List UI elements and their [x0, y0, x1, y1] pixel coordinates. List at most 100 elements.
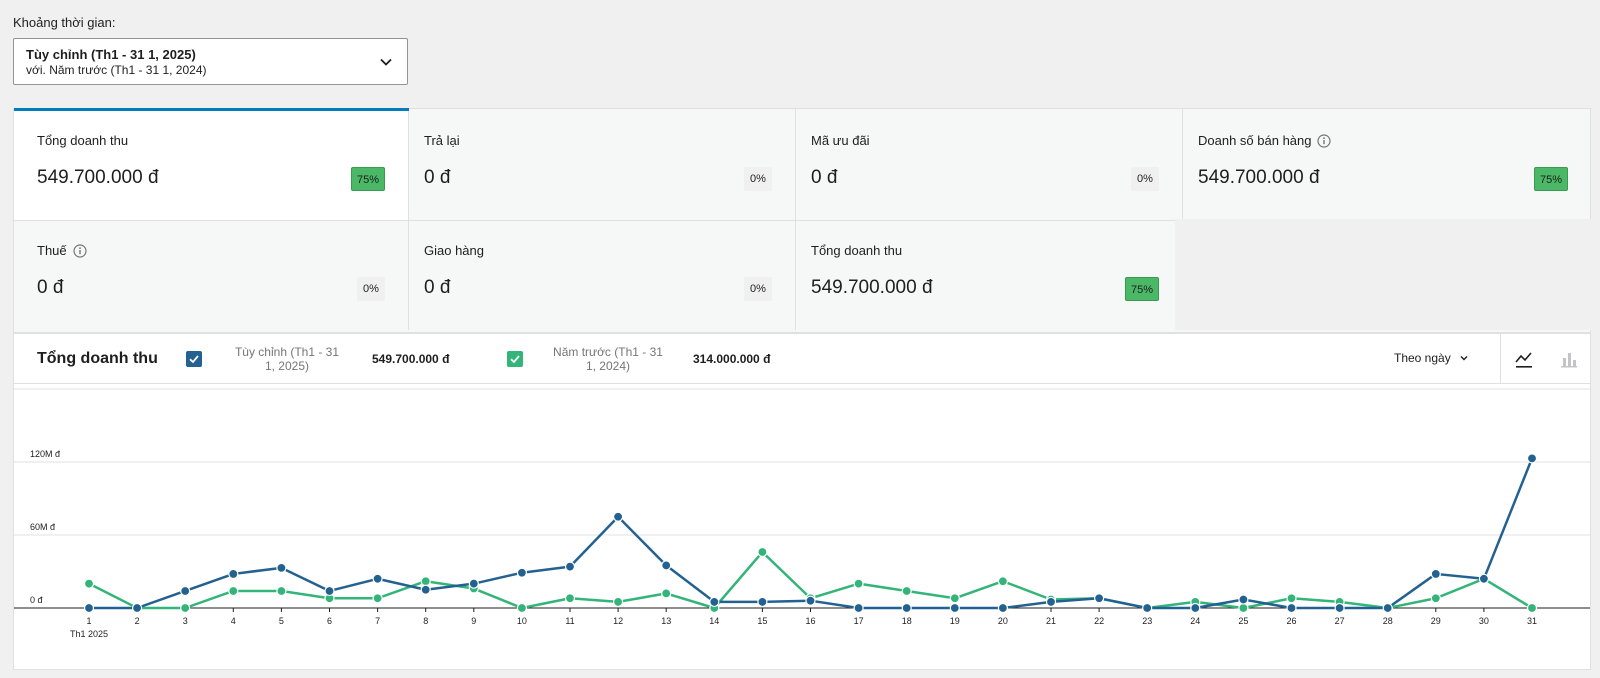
- x-period-label: Th1 2025: [70, 629, 108, 639]
- x-tick-label: 27: [1335, 616, 1345, 626]
- tile-net-sales[interactable]: Doanh số bán hàng 549.700.000 đ 75%: [1175, 109, 1591, 221]
- tile-value: 0 đ: [37, 277, 64, 298]
- data-point-current: [564, 561, 576, 572]
- date-range-dropdown[interactable]: Tùy chỉnh (Th1 - 31 1, 2025) với. Năm tr…: [13, 38, 408, 85]
- summary-tiles: Tổng doanh thu 549.700.000 đ 75% Trả lại…: [13, 108, 1591, 333]
- chevron-down-icon: [380, 58, 392, 66]
- tile-value: 549.700.000 đ: [37, 167, 159, 188]
- y-tick-label: 180M đ: [30, 384, 60, 386]
- x-tick-label: 24: [1190, 616, 1200, 626]
- x-tick-label: 16: [805, 616, 815, 626]
- tile-total-sales[interactable]: Tổng doanh thu 549.700.000 đ 75%: [14, 108, 409, 221]
- legend-checkbox[interactable]: [186, 351, 202, 367]
- data-point-current: [1190, 602, 1201, 614]
- x-tick-label: 8: [423, 616, 428, 626]
- interval-dropdown[interactable]: Theo ngày: [1394, 351, 1469, 365]
- info-icon[interactable]: [73, 243, 87, 258]
- tile-empty: [1175, 219, 1591, 330]
- y-tick-label: 0 đ: [30, 595, 43, 605]
- data-point-current: [180, 585, 191, 597]
- date-range-main: Tùy chỉnh (Th1 - 31 1, 2025): [26, 47, 196, 62]
- y-tick-label: 120M đ: [30, 449, 60, 459]
- delta-badge: 75%: [350, 167, 385, 191]
- legend-item-current[interactable]: Tùy chỉnh (Th1 - 31 1, 2025) 549.700.000…: [186, 345, 449, 373]
- x-tick-label: 12: [613, 616, 623, 626]
- x-tick-label: 17: [854, 616, 864, 626]
- x-tick-label: 10: [517, 616, 527, 626]
- y-tick-label: 60M đ: [30, 522, 55, 532]
- bar-chart-button[interactable]: [1557, 347, 1581, 371]
- period-label: Khoảng thời gian:: [13, 15, 116, 30]
- x-tick-label: 21: [1046, 616, 1056, 626]
- tile-value: 0 đ: [424, 277, 451, 298]
- data-point-previous: [1286, 593, 1297, 604]
- x-tick-label: 20: [998, 616, 1008, 626]
- data-point-current: [1093, 593, 1105, 604]
- data-point-previous: [949, 593, 960, 604]
- data-point-previous: [180, 602, 191, 614]
- data-point-previous: [661, 588, 672, 599]
- x-tick-label: 1: [86, 616, 91, 626]
- x-tick-label: 15: [757, 616, 767, 626]
- info-icon[interactable]: [1317, 133, 1332, 148]
- x-tick-label: 2: [135, 616, 140, 626]
- data-point-current: [853, 602, 864, 614]
- tile-label: Giao hàng: [424, 243, 484, 258]
- data-point-previous: [276, 585, 287, 597]
- tile-label: Tổng doanh thu: [37, 133, 129, 148]
- x-tick-label: 13: [661, 616, 671, 626]
- tile-gross-sales[interactable]: Tổng doanh thu 549.700.000 đ 75%: [788, 219, 1183, 330]
- legend-item-previous[interactable]: Năm trước (Th1 - 31 1, 2024) 314.000.000…: [507, 345, 770, 373]
- data-point-current: [805, 595, 816, 606]
- bar-chart-icon: [1561, 353, 1578, 368]
- delta-badge: 0%: [1131, 167, 1159, 191]
- data-point-previous: [612, 596, 624, 608]
- data-point-current: [1430, 568, 1441, 580]
- data-point-current: [228, 568, 239, 580]
- legend-name: Tùy chỉnh (Th1 - 31 1, 2025): [234, 345, 340, 373]
- data-point-previous: [1238, 602, 1249, 614]
- x-tick-label: 25: [1238, 616, 1248, 626]
- tile-value: 549.700.000 đ: [1198, 167, 1320, 188]
- chart-title: Tổng doanh thu: [37, 350, 158, 367]
- x-tick-label: 30: [1479, 616, 1489, 626]
- delta-badge: 0%: [357, 277, 385, 301]
- chart-card: Tổng doanh thu Tùy chỉnh (Th1 - 31 1, 20…: [13, 333, 1591, 670]
- data-point-previous: [516, 602, 527, 614]
- data-point-previous: [228, 585, 239, 597]
- tile-taxes[interactable]: Thuế 0 đ 0%: [14, 219, 409, 330]
- delta-badge: 0%: [744, 167, 772, 191]
- check-icon: [189, 355, 199, 364]
- line-chart-button[interactable]: [1512, 347, 1536, 371]
- data-point-current: [1478, 573, 1490, 584]
- line-chart-icon: [1515, 352, 1532, 368]
- data-point-previous: [564, 593, 576, 604]
- data-point-previous: [901, 585, 912, 597]
- series-line-current: [89, 457, 1534, 610]
- delta-badge: 75%: [1533, 167, 1568, 191]
- data-point-current: [1526, 453, 1538, 464]
- data-point-previous: [997, 576, 1009, 587]
- chevron-down-icon: [1460, 356, 1468, 361]
- delta-badge: 0%: [744, 277, 772, 301]
- x-tick-label: 7: [375, 616, 380, 626]
- data-point-current: [372, 573, 383, 584]
- x-tick-label: 14: [709, 616, 719, 626]
- data-point-current: [276, 562, 287, 573]
- tile-label: Thuế: [37, 243, 385, 258]
- legend-checkbox[interactable]: [507, 351, 523, 367]
- x-tick-label: 18: [902, 616, 912, 626]
- data-point-current: [324, 585, 335, 597]
- tile-shipping[interactable]: Giao hàng 0 đ 0%: [401, 219, 796, 330]
- x-tick-label: 3: [183, 616, 188, 626]
- chart-type-toggle: [1500, 334, 1592, 384]
- data-point-current: [1238, 594, 1249, 605]
- legend-name: Năm trước (Th1 - 31 1, 2024): [553, 345, 663, 373]
- data-point-previous: [1430, 593, 1441, 604]
- data-point-current: [661, 560, 672, 571]
- tile-coupons[interactable]: Mã ưu đãi 0 đ 0%: [788, 109, 1183, 221]
- data-point-current: [709, 596, 720, 608]
- tile-value: 0 đ: [424, 167, 451, 188]
- tile-returns[interactable]: Trả lại 0 đ 0%: [401, 109, 796, 221]
